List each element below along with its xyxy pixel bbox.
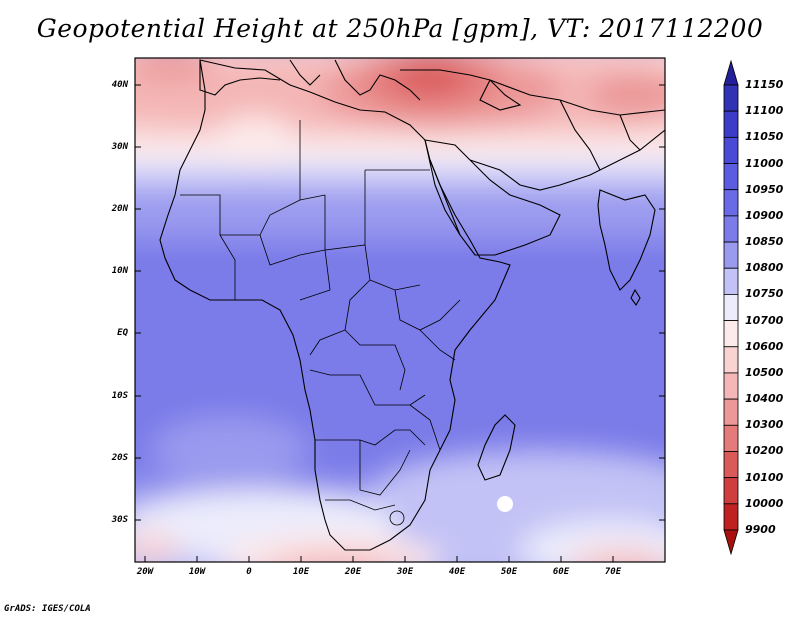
colorbar-segment (723, 451, 739, 479)
x-tick-label: 10W (188, 567, 206, 577)
colorbar-label: 10950 (745, 182, 784, 196)
colorbar-label: 10100 (745, 470, 784, 484)
colorbar-label: 10600 (745, 339, 784, 353)
x-tick-label: 50E (500, 567, 518, 577)
x-tick-label: 70E (604, 567, 622, 577)
coastlines (159, 59, 665, 551)
colorbar-label: 11150 (745, 78, 784, 91)
colorbar-segment (723, 136, 739, 164)
colorbar-bottom-arrow (723, 529, 739, 556)
colorbar-segment (723, 294, 739, 321)
colorbar-label: 11050 (745, 130, 784, 144)
height-field (135, 58, 665, 562)
x-tick-label: 30E (396, 567, 414, 577)
colorbar-label: 10850 (745, 235, 784, 249)
colorbar-segment (723, 372, 739, 400)
colorbar-label: 10400 (745, 392, 784, 406)
x-tick-label: 20W (136, 567, 154, 577)
colorbar-segment (723, 477, 739, 505)
colorbar-label: 10750 (745, 287, 784, 301)
colorbar-segment (723, 241, 739, 269)
country-borders (180, 120, 461, 526)
colorbar-segment (723, 267, 739, 295)
map-title: Geopotential Height at 250hPa [gpm], VT:… (36, 14, 764, 43)
y-tick-label: 40N (111, 80, 128, 90)
colorbar-label: 10300 (745, 418, 784, 432)
y-tick-label: 20N (111, 204, 128, 214)
x-tick-label: 60E (552, 567, 570, 577)
y-tick-label: 10S (111, 391, 128, 401)
plot-frame (134, 57, 666, 563)
colorbar-segment (723, 215, 739, 243)
colorbar-label: 11100 (745, 104, 784, 118)
colorbar-top-arrow (723, 59, 739, 86)
colorbar-segment (723, 398, 739, 426)
colorbar-label: 10800 (745, 261, 784, 275)
colorbar-label: 10500 (745, 365, 784, 379)
y-tick-label: 20S (111, 453, 128, 463)
y-tick-label: EQ (117, 328, 128, 338)
colorbar-segment (723, 346, 739, 374)
x-tick-label: 10E (292, 567, 310, 577)
colorbar-segment (723, 110, 739, 138)
colorbar-label: 10900 (745, 208, 784, 222)
colorbar-segment (723, 84, 739, 112)
y-axis-ticks (135, 84, 665, 521)
x-tick-label: 20E (344, 567, 362, 577)
y-tick-label: 10N (111, 266, 128, 276)
y-tick-label: 30N (111, 142, 128, 152)
x-tick-label: 0 (246, 567, 252, 577)
colorbar-segment (723, 320, 739, 348)
colorbar (723, 59, 739, 556)
colorbar-segment (723, 189, 739, 217)
x-tick-label: 40E (448, 567, 466, 577)
colorbar-label: 10700 (745, 313, 784, 327)
colorbar-label: 10000 (745, 496, 784, 510)
colorbar-segment (723, 424, 739, 452)
colorbar-label: 10200 (745, 444, 784, 458)
y-tick-label: 30S (111, 515, 128, 525)
colorbar-segment (723, 503, 739, 531)
colorbar-label: 11000 (745, 156, 784, 170)
x-axis-ticks (144, 556, 614, 562)
colorbar-label: 9900 (745, 523, 776, 536)
footer-credit: GrADS: IGES/COLA (4, 604, 91, 614)
colorbar-segment (723, 163, 739, 191)
